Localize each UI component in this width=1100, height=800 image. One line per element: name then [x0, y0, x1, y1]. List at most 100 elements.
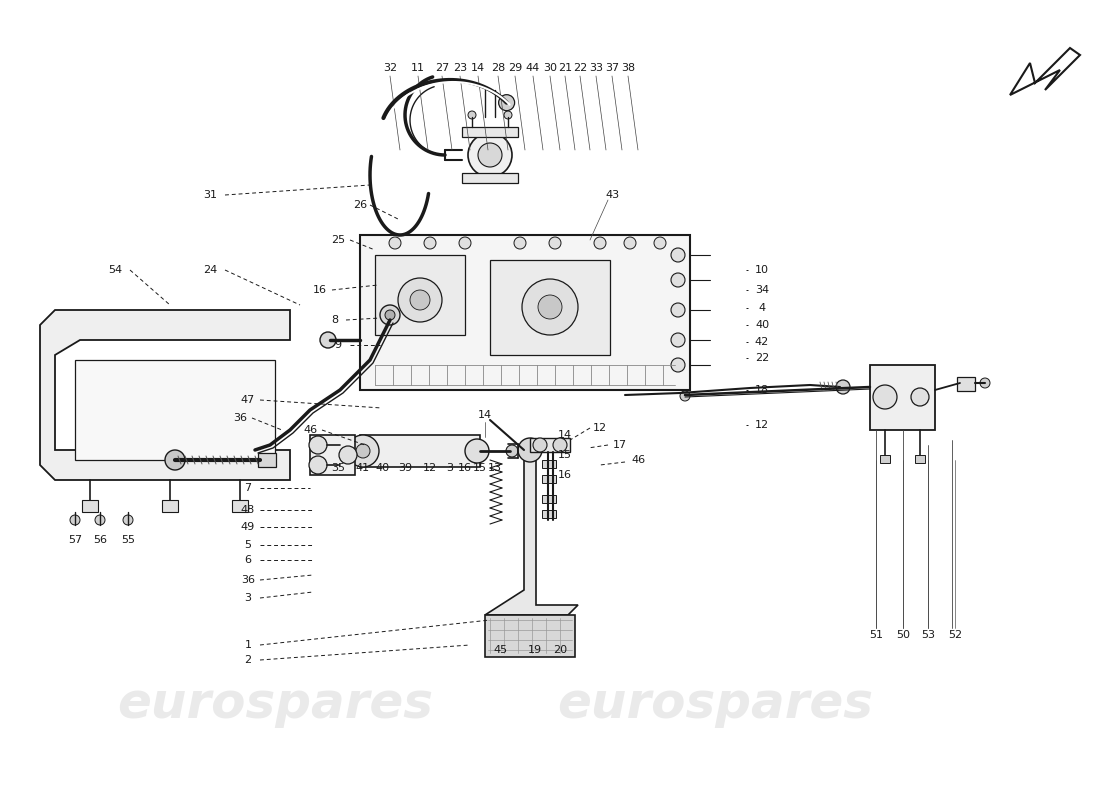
- Text: 22: 22: [573, 63, 587, 73]
- Circle shape: [385, 310, 395, 320]
- Text: 3: 3: [447, 463, 453, 473]
- Circle shape: [459, 237, 471, 249]
- Bar: [360, 235, 690, 390]
- Text: 14: 14: [558, 430, 572, 440]
- Text: 15: 15: [473, 463, 487, 473]
- Text: 40: 40: [755, 320, 769, 330]
- Bar: [490, 260, 610, 355]
- Circle shape: [671, 333, 685, 347]
- Text: 36: 36: [233, 413, 248, 423]
- Bar: [462, 173, 518, 183]
- Circle shape: [465, 439, 490, 463]
- Bar: [310, 435, 355, 475]
- Text: 9: 9: [334, 340, 342, 350]
- Bar: [462, 127, 518, 137]
- Circle shape: [671, 358, 685, 372]
- Text: eurospares: eurospares: [117, 680, 433, 728]
- Text: 43: 43: [605, 190, 619, 200]
- Text: 20: 20: [553, 645, 568, 655]
- Bar: [360, 435, 480, 467]
- Text: 23: 23: [453, 63, 468, 73]
- Text: 7: 7: [244, 483, 252, 493]
- Circle shape: [389, 237, 402, 249]
- Text: 11: 11: [411, 63, 425, 73]
- Text: 46: 46: [302, 425, 317, 435]
- Circle shape: [594, 237, 606, 249]
- Bar: [530, 438, 570, 452]
- Circle shape: [478, 143, 502, 167]
- Text: 1: 1: [244, 640, 252, 650]
- Bar: [870, 365, 935, 430]
- Circle shape: [165, 450, 185, 470]
- Text: 6: 6: [244, 555, 252, 565]
- Text: 57: 57: [68, 535, 82, 545]
- Text: eurospares: eurospares: [557, 680, 873, 728]
- Text: 26: 26: [353, 200, 367, 210]
- Bar: [82, 500, 98, 512]
- Circle shape: [538, 295, 562, 319]
- Text: 56: 56: [94, 535, 107, 545]
- Circle shape: [549, 237, 561, 249]
- Text: 37: 37: [605, 63, 619, 73]
- Circle shape: [836, 380, 850, 394]
- Text: 8: 8: [331, 315, 339, 325]
- Polygon shape: [1010, 48, 1080, 95]
- Text: 54: 54: [108, 265, 122, 275]
- Text: 27: 27: [434, 63, 449, 73]
- Text: 46: 46: [631, 455, 645, 465]
- Text: 2: 2: [244, 655, 252, 665]
- Text: 17: 17: [613, 440, 627, 450]
- Text: 28: 28: [491, 63, 505, 73]
- Text: 14: 14: [477, 410, 492, 420]
- Circle shape: [522, 279, 578, 335]
- Text: 19: 19: [528, 645, 542, 655]
- Circle shape: [320, 332, 336, 348]
- Text: 39: 39: [398, 463, 412, 473]
- Circle shape: [309, 436, 327, 454]
- Text: 15: 15: [558, 450, 572, 460]
- Polygon shape: [40, 310, 290, 480]
- Text: 38: 38: [620, 63, 635, 73]
- Text: 55: 55: [121, 535, 135, 545]
- Circle shape: [346, 435, 380, 467]
- Circle shape: [410, 290, 430, 310]
- Text: 42: 42: [755, 337, 769, 347]
- Circle shape: [518, 438, 542, 462]
- Bar: [542, 510, 556, 518]
- Bar: [258, 453, 276, 467]
- Circle shape: [123, 515, 133, 525]
- Circle shape: [873, 385, 896, 409]
- Circle shape: [654, 237, 666, 249]
- Text: 16: 16: [458, 463, 472, 473]
- Circle shape: [356, 444, 370, 458]
- Text: 35: 35: [331, 463, 345, 473]
- Text: 12: 12: [593, 423, 607, 433]
- Text: 25: 25: [331, 235, 345, 245]
- Text: 47: 47: [241, 395, 255, 405]
- Circle shape: [514, 237, 526, 249]
- Text: 45: 45: [493, 645, 507, 655]
- Circle shape: [671, 248, 685, 262]
- Circle shape: [468, 111, 476, 119]
- Circle shape: [468, 133, 512, 177]
- Bar: [375, 255, 465, 335]
- Text: 32: 32: [383, 63, 397, 73]
- Circle shape: [534, 438, 547, 452]
- Text: 29: 29: [508, 63, 522, 73]
- Circle shape: [70, 515, 80, 525]
- Text: 10: 10: [755, 265, 769, 275]
- Circle shape: [379, 305, 400, 325]
- Text: 52: 52: [948, 630, 962, 640]
- Circle shape: [911, 388, 930, 406]
- Bar: [542, 475, 556, 483]
- Circle shape: [424, 237, 436, 249]
- Text: 12: 12: [755, 420, 769, 430]
- Circle shape: [671, 303, 685, 317]
- Text: 16: 16: [314, 285, 327, 295]
- Circle shape: [339, 446, 358, 464]
- Circle shape: [980, 378, 990, 388]
- Text: 30: 30: [543, 63, 557, 73]
- Circle shape: [680, 391, 690, 401]
- Bar: [485, 615, 575, 657]
- Text: 3: 3: [244, 593, 252, 603]
